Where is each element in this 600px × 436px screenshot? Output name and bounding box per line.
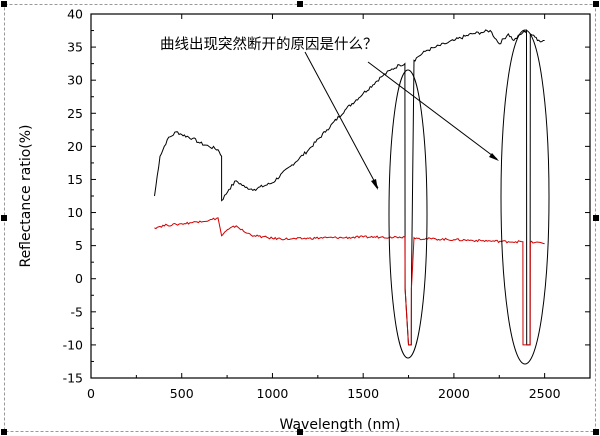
x-tick-label: 0 bbox=[87, 386, 95, 401]
annotation-arrowhead-1 bbox=[371, 179, 378, 190]
x-tick-label: 500 bbox=[170, 386, 194, 401]
selection-handle[interactable] bbox=[593, 429, 599, 435]
highlight-ellipse-1 bbox=[388, 69, 428, 359]
series-line-1 bbox=[154, 28, 545, 346]
annotation-text: 曲线出现突然断开的原因是什么？ bbox=[160, 36, 378, 53]
y-tick-label: 10 bbox=[67, 205, 83, 220]
x-tick-label: 1500 bbox=[347, 386, 379, 401]
selection-handle[interactable] bbox=[1, 429, 7, 435]
x-axis-label: Wavelength (nm) bbox=[280, 417, 401, 433]
series-layer bbox=[154, 28, 545, 346]
selection-handle[interactable] bbox=[1, 1, 7, 7]
annotation-arrow-1 bbox=[304, 51, 379, 189]
y-tick-label: -5 bbox=[71, 304, 83, 319]
y-tick-label: 40 bbox=[67, 7, 83, 22]
y-tick-label: 35 bbox=[67, 40, 83, 55]
y-axis-label: Reflectance ratio(%) bbox=[18, 124, 34, 267]
series-line-2 bbox=[154, 217, 545, 346]
y-tick-label: 25 bbox=[67, 106, 83, 121]
y-tick-label: 0 bbox=[75, 271, 83, 286]
plot-area bbox=[90, 13, 591, 379]
axis-ticks: -15 -10 -5 0 5 10 15 20 25 30 35 40 0 500 1000 1500 2000… bbox=[63, 7, 590, 401]
y-tick-label: -10 bbox=[63, 337, 83, 352]
annotation-arrowhead-2 bbox=[489, 153, 499, 161]
selection-handle[interactable] bbox=[297, 429, 303, 435]
highlight-ellipse-2 bbox=[500, 29, 550, 365]
y-tick-label: -15 bbox=[63, 371, 83, 386]
x-tick-label: 2500 bbox=[529, 386, 561, 401]
selection-handle[interactable] bbox=[593, 215, 599, 221]
y-tick-label: 30 bbox=[67, 73, 83, 88]
annotation-arrow-2 bbox=[367, 61, 498, 160]
selection-handle[interactable] bbox=[297, 1, 303, 7]
y-tick-label: 15 bbox=[67, 172, 83, 187]
x-tick-label: 1000 bbox=[257, 386, 289, 401]
figure-border bbox=[4, 4, 596, 432]
x-tick-label: 2000 bbox=[438, 386, 470, 401]
selection-handle[interactable] bbox=[593, 1, 599, 7]
y-tick-label: 20 bbox=[67, 139, 83, 154]
selection-handle[interactable] bbox=[1, 215, 7, 221]
y-tick-label: 5 bbox=[75, 238, 83, 253]
